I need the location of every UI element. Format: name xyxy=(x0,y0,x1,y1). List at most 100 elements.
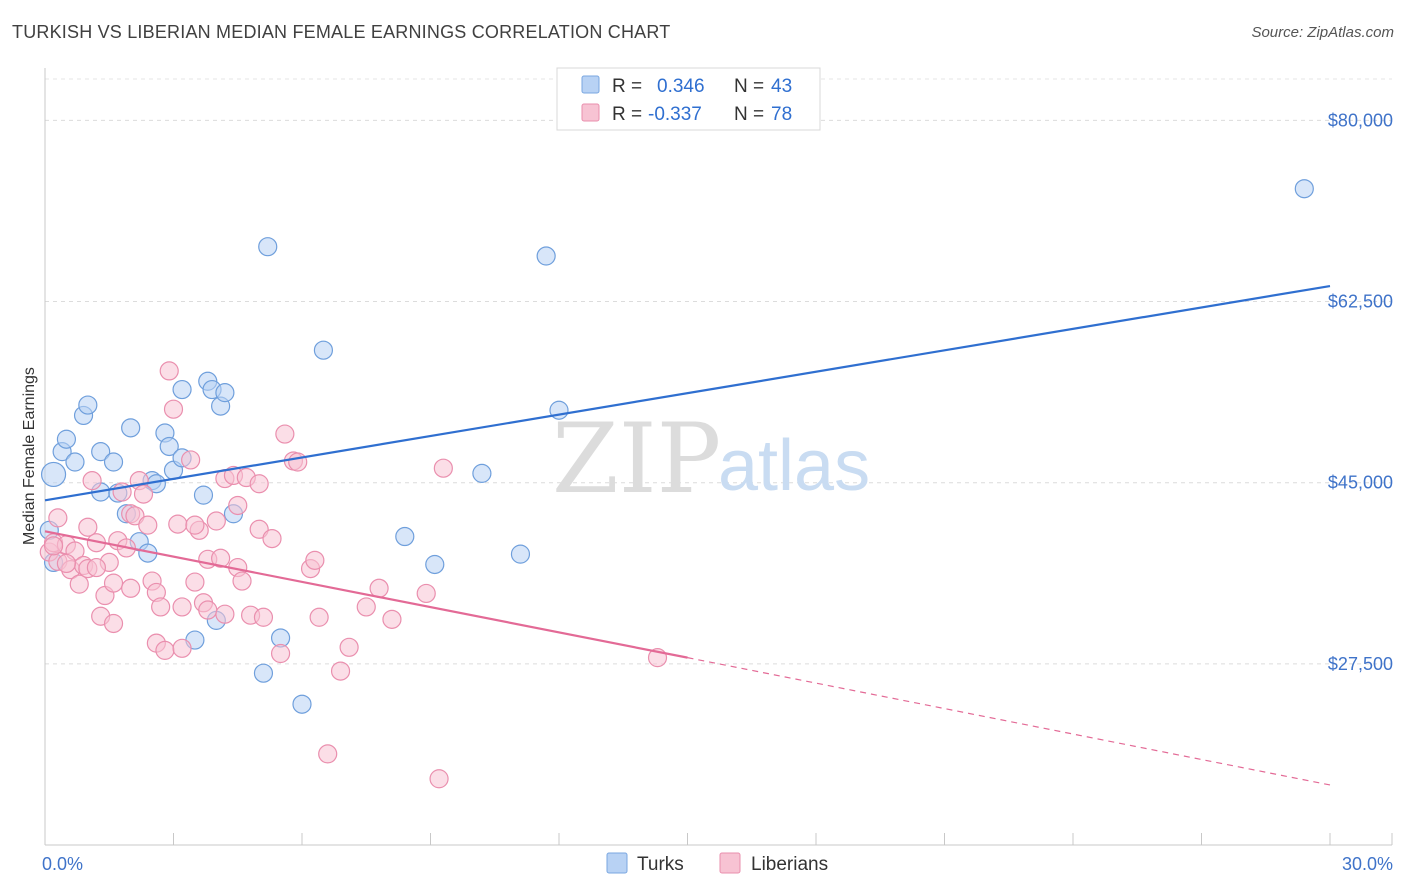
legend-r-label-turks: R = xyxy=(612,76,642,97)
legend-swatch-turks xyxy=(581,75,600,94)
liberians-point-42 xyxy=(211,548,231,568)
y-tick-label-0: $27,500 xyxy=(1328,654,1393,674)
liberians-point-34 xyxy=(172,638,192,658)
watermark-zip: ZIP xyxy=(552,403,721,515)
legend-label-liberians: Liberians xyxy=(751,854,828,875)
y-tick-label-3: $80,000 xyxy=(1328,110,1393,130)
liberians-point-7 xyxy=(69,574,89,594)
legend-n-value-turks: 43 xyxy=(771,76,792,97)
liberians-point-3 xyxy=(48,508,68,528)
liberians-point-73 xyxy=(121,578,141,598)
liberians-point-29 xyxy=(155,640,175,660)
liberians-point-66 xyxy=(382,609,402,629)
turks-point-40 xyxy=(1294,179,1314,199)
liberians-point-35 xyxy=(181,450,201,470)
liberians-point-24 xyxy=(138,515,158,535)
series-legend: Turks Liberians xyxy=(606,852,828,875)
liberians-point-51 xyxy=(249,474,269,494)
liberians-point-23 xyxy=(133,484,154,504)
watermark: ZIP atlas xyxy=(552,403,870,515)
legend-swatch-turks-bottom xyxy=(606,852,628,874)
liberians-point-75 xyxy=(215,604,235,624)
legend-r-value-liberians: -0.337 xyxy=(648,104,702,125)
axes xyxy=(44,68,1393,846)
turks-point-3 xyxy=(65,452,85,472)
turks-point-2 xyxy=(56,429,77,449)
legend-n-label-turks: N = xyxy=(734,76,764,97)
liberians-point-21 xyxy=(125,506,145,526)
legend-r-label-liberians: R = xyxy=(612,104,642,125)
turks-point-17 xyxy=(159,436,179,457)
liberians-point-60 xyxy=(309,607,329,627)
correlation-legend: R = 0.346 N = 43 R = -0.337 N = 78 xyxy=(556,67,821,131)
trend-lines xyxy=(44,284,1331,786)
turks-point-11 xyxy=(121,418,141,438)
legend-r-value-turks: 0.346 xyxy=(657,76,705,97)
turks-point-22 xyxy=(193,485,214,505)
y-axis-label: Median Female Earnings xyxy=(21,367,38,545)
turks-point-34 xyxy=(395,526,415,547)
x-tick-labels: 0.0% 30.0% xyxy=(42,854,1393,874)
liberians-point-41 xyxy=(206,511,226,531)
liberians-point-30 xyxy=(159,361,179,381)
y-tick-label-2: $62,500 xyxy=(1328,292,1393,312)
liberians-point-33 xyxy=(172,597,192,617)
liberians-point-74 xyxy=(185,515,205,535)
liberians-point-67 xyxy=(416,583,436,604)
liberians-point-68 xyxy=(429,769,449,789)
liberians-point-57 xyxy=(288,452,308,472)
turks-point-38 xyxy=(536,246,556,266)
liberians-point-36 xyxy=(185,572,205,592)
liberians-point-31 xyxy=(163,399,184,419)
liberians-point-70 xyxy=(43,536,64,556)
turks-trend-line xyxy=(44,284,1331,502)
liberians-point-61 xyxy=(318,744,338,764)
liberians-point-77 xyxy=(86,557,107,578)
liberians-point-62 xyxy=(330,661,351,681)
turks-point-32 xyxy=(292,694,312,714)
legend-label-turks: Turks xyxy=(637,854,684,875)
turks-point-30 xyxy=(258,237,278,257)
turks-point-0 xyxy=(40,461,67,488)
legend-swatch-liberians xyxy=(581,103,600,122)
turks-point-19 xyxy=(172,379,192,400)
legend-n-label-liberians: N = xyxy=(734,104,764,125)
liberians-point-52 xyxy=(253,607,274,627)
x-tick-label-max: 30.0% xyxy=(1342,854,1393,874)
y-tick-label-1: $45,000 xyxy=(1328,473,1393,493)
liberians-point-32 xyxy=(168,514,188,534)
turks-point-35 xyxy=(425,554,445,575)
turks-point-7 xyxy=(91,442,111,462)
liberians-point-50 xyxy=(249,519,269,539)
source-label: Source: ZipAtlas.com xyxy=(1251,24,1394,41)
chart-title: TURKISH VS LIBERIAN MEDIAN FEMALE EARNIN… xyxy=(12,22,671,42)
liberians-point-47 xyxy=(232,571,252,591)
liberians-point-64 xyxy=(356,597,376,617)
liberians-point-55 xyxy=(275,424,295,444)
liberians-point-71 xyxy=(56,553,77,574)
data-points xyxy=(39,179,1314,789)
liberians-point-63 xyxy=(339,637,359,657)
legend-swatch-liberians-bottom xyxy=(719,852,741,874)
legend-box xyxy=(556,67,821,131)
turks-point-36 xyxy=(472,463,492,483)
liberians-point-72 xyxy=(103,613,124,634)
legend-n-value-liberians: 78 xyxy=(771,104,792,125)
liberians-point-53 xyxy=(262,528,282,549)
y-tick-labels: $27,500 $45,000 $62,500 $80,000 xyxy=(1328,110,1393,673)
liberians-trend-line xyxy=(44,530,688,659)
x-tick-label-min: 0.0% xyxy=(42,854,83,874)
turks-point-8 xyxy=(103,452,124,472)
liberians-point-65 xyxy=(369,578,389,598)
liberians-point-11 xyxy=(82,471,102,491)
turks-point-33 xyxy=(313,340,334,360)
watermark-atlas: atlas xyxy=(718,426,870,506)
liberians-point-9 xyxy=(78,517,98,537)
liberians-point-59 xyxy=(305,550,325,570)
liberians-point-54 xyxy=(270,643,291,664)
liberians-point-40 xyxy=(198,600,218,620)
turks-point-37 xyxy=(510,544,531,564)
liberians-point-16 xyxy=(103,573,124,593)
liberians-point-28 xyxy=(151,597,171,617)
